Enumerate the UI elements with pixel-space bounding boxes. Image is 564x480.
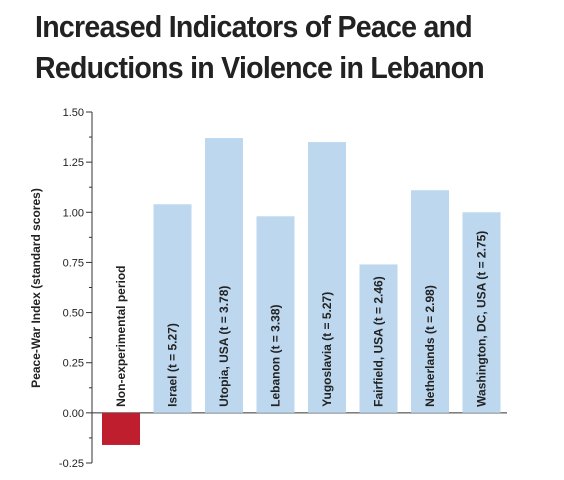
bar-category-label: Utopia, USA (t = 3.78): [217, 286, 231, 407]
label-layer: Non-experimental period Israel (t = 5.27)…: [114, 231, 489, 407]
chart-title-line-1: Increased Indicators of Peace and: [35, 9, 473, 44]
chart-title: Increased Indicators of Peace and Reduct…: [35, 6, 513, 88]
bar-category-label: Israel (t = 5.27): [166, 323, 180, 407]
bar-category-label: Non-experimental period: [114, 265, 128, 406]
y-tick-label: 1.00: [63, 207, 84, 219]
y-tick-label: 0.25: [63, 358, 84, 370]
chart-title-line-2: Reductions in Violence in Lebanon: [35, 50, 485, 85]
bar: [256, 216, 295, 413]
y-tick-label: 0.75: [63, 257, 84, 269]
bar: [411, 190, 449, 413]
y-tick-label: 1.25: [63, 157, 84, 169]
bar: [153, 204, 192, 413]
bar: [205, 138, 243, 413]
bar: [462, 212, 501, 413]
axis-layer: 1.50 1.25 1.00 0.75 0.50 0.25 0.00 -0.25: [59, 107, 507, 470]
y-tick-label: 1.50: [63, 107, 84, 119]
bar-category-label: Fairfield, USA (t = 2.46): [372, 276, 386, 407]
y-axis-title: Peace-War Index (standard scores): [29, 188, 43, 388]
bar-category-label: Netherlands (t = 2.98): [423, 285, 437, 407]
y-tick-label: 0.50: [63, 308, 84, 320]
bar-category-label: Washington, DC, USA (t = 2.75): [475, 231, 489, 407]
bar-layer: [102, 138, 501, 445]
bar: [359, 264, 398, 413]
y-tick-label: 0.00: [63, 408, 84, 420]
bar-category-label: Yugoslavia (t = 5.27): [320, 292, 334, 407]
bar: [102, 412, 140, 445]
y-tick-label: -0.25: [59, 458, 84, 470]
bar: [308, 142, 346, 413]
bar-category-label: Lebanon (t = 3.38): [269, 304, 283, 406]
